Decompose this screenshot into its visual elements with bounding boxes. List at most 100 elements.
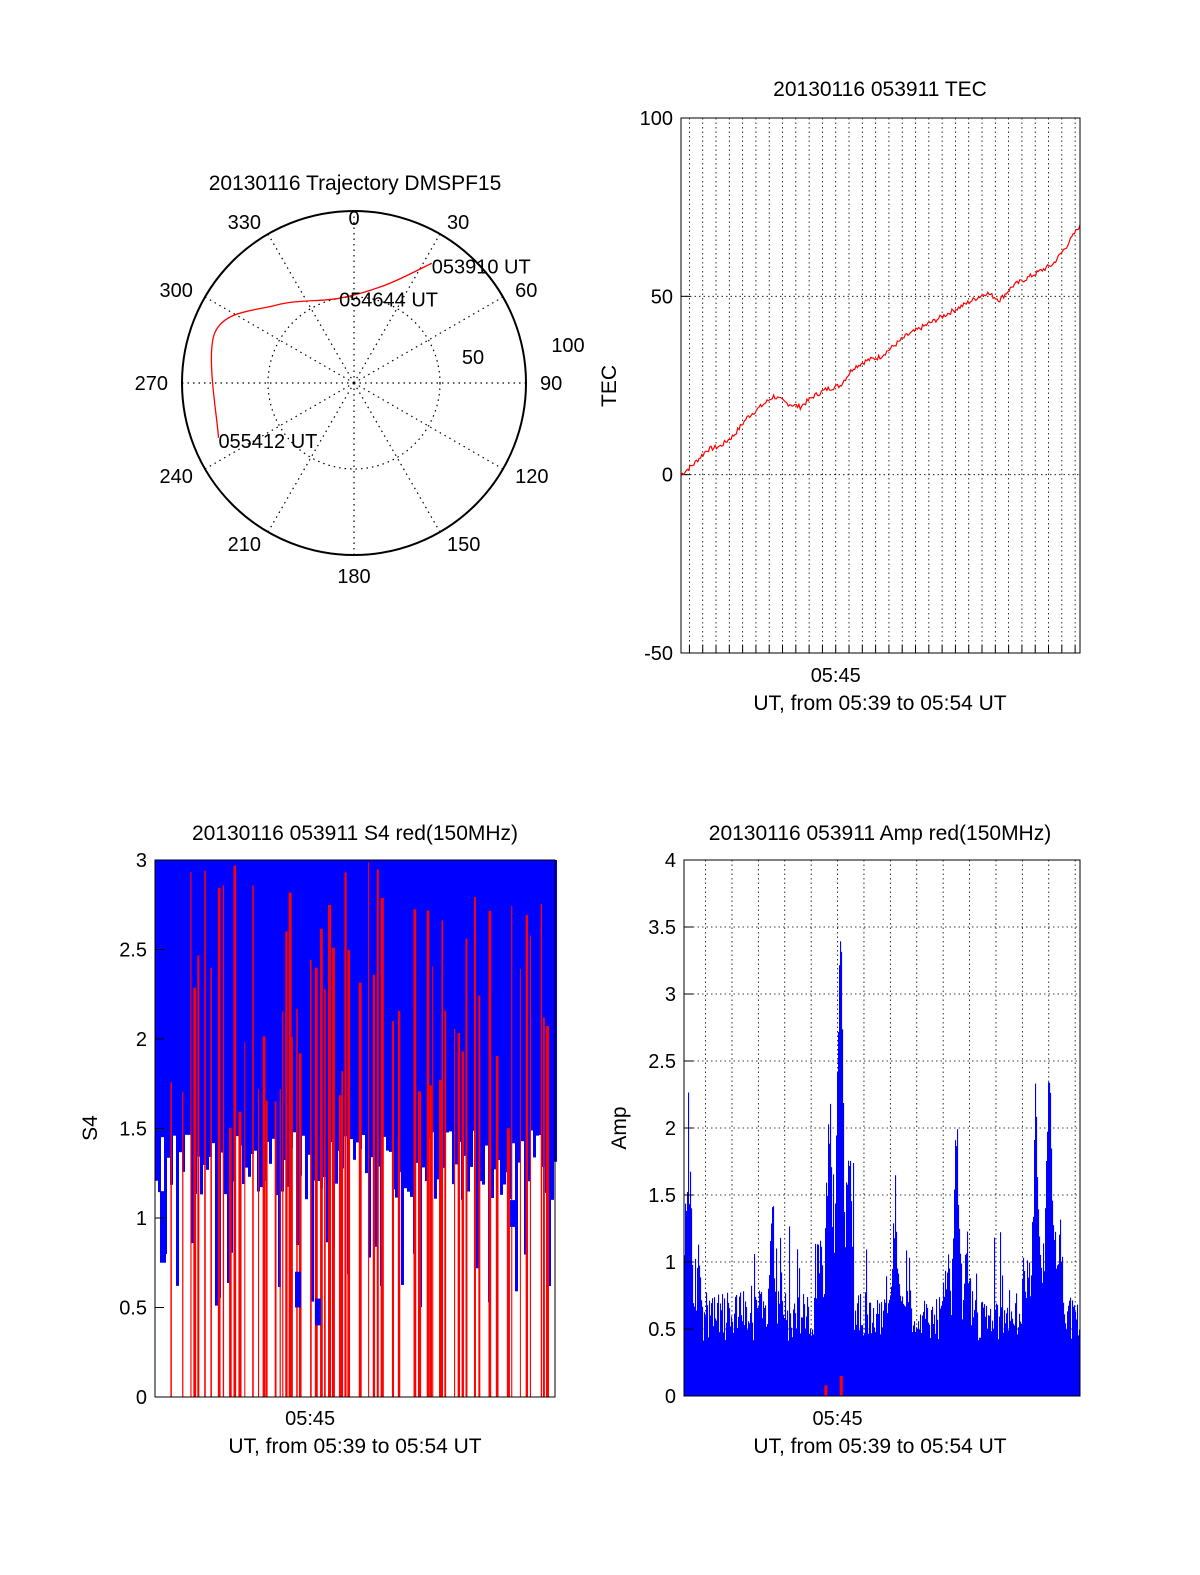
amp-blue-bar bbox=[935, 1333, 937, 1396]
amp-blue-bar bbox=[865, 1292, 867, 1396]
s4-red-bar bbox=[376, 869, 379, 1397]
amp-blue-bar bbox=[817, 1244, 819, 1396]
amp-blue-bar bbox=[1019, 1313, 1021, 1396]
amp-blue-bar bbox=[1067, 1311, 1069, 1396]
amp-blue-bar bbox=[897, 1268, 899, 1396]
amp-blue-bar bbox=[810, 1329, 812, 1396]
amp-blue-bar bbox=[1062, 1256, 1064, 1396]
amp-blue-bar bbox=[892, 1269, 894, 1396]
amp-blue-bar bbox=[1057, 1265, 1059, 1396]
amp-blue-bar bbox=[1035, 1083, 1037, 1396]
s4-blue-bar bbox=[404, 860, 407, 1189]
s4-blue-bar bbox=[263, 860, 266, 1181]
amp-blue-bar bbox=[732, 1321, 734, 1396]
s4-red-bar bbox=[170, 1082, 172, 1397]
s4-blue-bar bbox=[299, 860, 302, 1176]
s4-red-bar bbox=[519, 968, 521, 1397]
s4-blue-bar bbox=[212, 860, 215, 1144]
s4-blue-bar bbox=[467, 860, 470, 1192]
amp-blue-bar bbox=[1026, 1297, 1028, 1396]
amp-blue-bar bbox=[850, 1160, 852, 1396]
s4-red-bar bbox=[454, 1028, 456, 1397]
amp-blue-bar bbox=[754, 1254, 756, 1396]
amp-blue-bar bbox=[901, 1301, 903, 1396]
amp-blue-bar bbox=[721, 1310, 723, 1396]
s4-y-tick: 2.5 bbox=[119, 940, 147, 962]
s4-x-tick-label: 05:45 bbox=[285, 1408, 335, 1430]
amp-blue-bar bbox=[1006, 1313, 1008, 1396]
amp-blue-bar bbox=[703, 1340, 705, 1396]
s4-blue-bar bbox=[530, 860, 533, 1131]
amp-blue-bar bbox=[753, 1340, 755, 1396]
amp-blue-bar bbox=[776, 1248, 778, 1396]
s4-blue-bar bbox=[506, 860, 509, 1173]
amp-blue-bar bbox=[1028, 1277, 1030, 1396]
amp-blue-bar bbox=[1036, 1116, 1038, 1396]
amp-blue-bar bbox=[748, 1321, 750, 1396]
amp-blue-bar bbox=[915, 1331, 917, 1396]
polar-spoke bbox=[267, 233, 355, 384]
s4-blue-bar bbox=[176, 860, 179, 1286]
amp-blue-bar bbox=[928, 1322, 930, 1396]
amp-blue-bar bbox=[1013, 1323, 1015, 1396]
amp-blue-bar bbox=[1000, 1232, 1002, 1396]
amp-blue-bar bbox=[1068, 1305, 1070, 1396]
amp-blue-bar bbox=[796, 1328, 798, 1396]
s4-blue-bar bbox=[485, 860, 488, 1146]
s4-blue-bar bbox=[368, 860, 371, 1258]
amp-blue-bar bbox=[946, 1289, 948, 1396]
amp-blue-bar bbox=[1041, 1267, 1043, 1396]
amp-blue-bar bbox=[920, 1314, 922, 1396]
amp-blue-bar bbox=[1018, 1327, 1020, 1396]
amp-blue-bar bbox=[1077, 1304, 1079, 1396]
amp-blue-bar bbox=[950, 1290, 952, 1396]
amp-y-tick: 0.5 bbox=[648, 1319, 676, 1341]
amp-blue-bar bbox=[849, 1165, 851, 1396]
s4-blue-bar bbox=[158, 860, 161, 1193]
amp-blue-bar bbox=[891, 1286, 893, 1396]
amp-blue-bar bbox=[888, 1303, 890, 1396]
s4-blue-bar bbox=[497, 860, 500, 1161]
amp-blue-bar bbox=[1027, 1260, 1029, 1396]
amp-blue-bar bbox=[930, 1338, 932, 1396]
amp-blue-bar bbox=[820, 1240, 822, 1396]
amp-blue-bar bbox=[1073, 1306, 1075, 1396]
amp-blue-bar bbox=[868, 1333, 870, 1396]
amp-blue-bar bbox=[712, 1298, 714, 1396]
amp-blue-bar bbox=[749, 1323, 751, 1396]
amp-blue-bar bbox=[694, 1306, 696, 1396]
s4-chart: 20130116 053911 S4 red(150MHz) 0 0.5 1 1.5 2… bbox=[79, 822, 557, 1458]
s4-blue-bar bbox=[236, 860, 239, 1137]
amp-blue-bar bbox=[924, 1300, 926, 1396]
amp-blue-bar bbox=[941, 1305, 943, 1396]
s4-x-axis-label: UT, from 05:39 to 05:54 UT bbox=[228, 1435, 481, 1458]
amp-blue-bar bbox=[835, 1203, 837, 1396]
amp-blue-bar bbox=[958, 1204, 960, 1396]
s4-blue-bar bbox=[308, 860, 311, 1155]
s4-blue-bar bbox=[200, 860, 203, 1195]
s4-blue-bar bbox=[206, 860, 209, 1170]
amp-blue-bar bbox=[816, 1298, 818, 1396]
amp-blue-bar bbox=[723, 1332, 725, 1396]
amp-blue-bar bbox=[866, 1249, 868, 1396]
s4-title: 20130116 053911 S4 red(150MHz) bbox=[192, 822, 518, 845]
s4-plot-frame bbox=[154, 859, 556, 1398]
amp-blue-bar bbox=[826, 1182, 828, 1396]
s4-blue-bar bbox=[536, 860, 539, 1136]
polar-azimuth-label: 210 bbox=[228, 534, 261, 556]
amp-blue-bar bbox=[1005, 1323, 1007, 1396]
amp-blue-bar bbox=[1065, 1323, 1067, 1396]
s4-y-tick: 0 bbox=[136, 1387, 147, 1409]
amp-blue-bar bbox=[777, 1323, 779, 1396]
amp-blue-bar bbox=[942, 1301, 944, 1396]
s4-red-bar bbox=[320, 928, 323, 1397]
amp-blue-bar bbox=[729, 1308, 731, 1396]
amp-blue-bar bbox=[838, 1031, 840, 1396]
s4-blue-bar bbox=[461, 860, 464, 1200]
amp-blue-bar bbox=[704, 1312, 706, 1396]
s4-blue-bar bbox=[500, 860, 503, 1195]
s4-red-bar bbox=[324, 989, 326, 1397]
amp-blue-bar bbox=[829, 1143, 831, 1396]
amp-blue-bar bbox=[980, 1337, 982, 1396]
